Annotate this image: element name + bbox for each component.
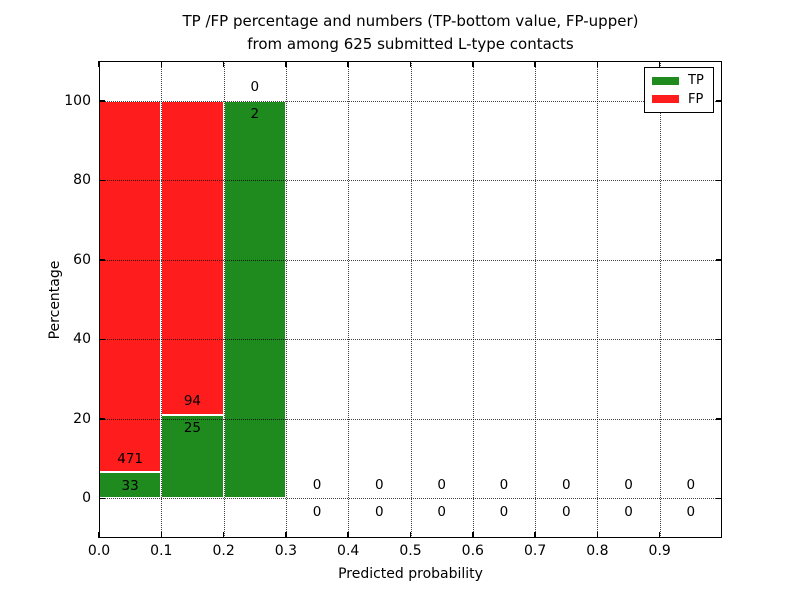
gridline-vertical — [348, 61, 350, 538]
fp-count-label: 0 — [686, 476, 696, 493]
bar-segment-fp — [161, 100, 224, 415]
fp-count-label: 0 — [312, 476, 322, 493]
chart-title-line2: from among 625 submitted L-type contacts — [247, 35, 574, 53]
bar-segment-fp — [99, 100, 162, 473]
fp-count-label: 0 — [624, 476, 633, 493]
legend-label-tp: TP — [688, 73, 704, 89]
gridline-vertical — [223, 61, 225, 538]
fp-count-label: 0 — [499, 476, 509, 493]
fp-count-label: 0 — [561, 476, 571, 493]
x-tickmark-top — [222, 61, 225, 67]
gridline-vertical — [659, 61, 661, 538]
x-tick-label: 0.3 — [274, 543, 298, 559]
y-axis-label: Percentage — [47, 260, 63, 340]
y-tickmark-right — [716, 259, 722, 261]
y-tickmark-right — [716, 179, 722, 181]
x-tick-label: 0.2 — [212, 543, 235, 559]
x-tickmark-bottom — [285, 532, 287, 538]
legend-swatch-fp — [652, 95, 679, 104]
x-tickmark-top — [409, 61, 412, 67]
y-tickmark-right — [716, 338, 722, 340]
gridline-vertical — [285, 61, 287, 538]
x-tickmark-top — [658, 61, 661, 67]
x-tickmark-bottom — [409, 532, 412, 538]
gridline-vertical — [472, 61, 474, 538]
gridline-vertical — [597, 61, 599, 538]
y-tick-label: 40 — [73, 331, 91, 348]
x-tick-label: 0.7 — [523, 543, 547, 559]
tp-count-label: 25 — [183, 420, 202, 437]
fp-count-label: 0 — [250, 79, 260, 96]
gridline-vertical — [161, 61, 163, 538]
x-tickmark-bottom — [472, 532, 474, 538]
tp-count-label: 0 — [437, 503, 446, 520]
legend-entry-tp: TP — [652, 74, 709, 87]
y-tickmark-right — [716, 497, 722, 499]
x-tick-label: 0.9 — [648, 543, 671, 559]
fp-count-label: 0 — [437, 476, 446, 493]
legend: TP FP — [644, 67, 714, 113]
tp-count-label: 0 — [561, 503, 571, 520]
x-tickmark-bottom — [222, 532, 225, 538]
y-tickmark-left — [99, 497, 105, 499]
x-tickmark-bottom — [98, 532, 100, 538]
x-tick-label: 0.4 — [337, 543, 360, 559]
x-axis-label: Predicted probability — [338, 566, 483, 582]
y-tickmark-right — [716, 100, 722, 102]
bar-segment-tp — [99, 472, 162, 499]
fp-count-label: 94 — [183, 393, 202, 410]
x-tickmark-top — [347, 61, 349, 67]
x-tickmark-top — [285, 61, 287, 67]
tp-count-label: 2 — [250, 106, 260, 123]
y-tick-label: 60 — [73, 251, 91, 268]
y-tick-label: 80 — [73, 172, 91, 189]
y-tickmark-left — [99, 259, 105, 261]
gridline-vertical — [535, 61, 537, 538]
x-tick-label: 0.1 — [150, 543, 173, 559]
legend-label-fp: FP — [688, 91, 704, 107]
y-tickmark-left — [99, 179, 105, 181]
x-tick-label: 0.6 — [461, 543, 484, 559]
gridline-vertical — [410, 61, 412, 538]
x-tickmark-top — [160, 61, 163, 67]
x-tickmark-bottom — [160, 532, 163, 538]
x-tick-label: 0.0 — [87, 543, 111, 559]
legend-entry-fp: FP — [652, 93, 709, 106]
x-tickmark-bottom — [347, 532, 349, 538]
tp-count-label: 0 — [624, 503, 633, 520]
tp-count-label: 0 — [375, 503, 384, 520]
x-tickmark-bottom — [658, 532, 661, 538]
y-tickmark-left — [99, 418, 105, 420]
x-tick-label: 0.5 — [399, 543, 422, 559]
tp-count-label: 33 — [121, 477, 139, 494]
y-tickmark-left — [99, 338, 105, 340]
chart-title: TP /FP percentage and numbers (TP-bottom… — [99, 10, 722, 56]
tp-count-label: 0 — [499, 503, 509, 520]
fp-count-label: 0 — [375, 476, 384, 493]
x-tick-label: 0.8 — [586, 543, 609, 559]
x-tickmark-bottom — [534, 532, 536, 538]
x-tickmark-top — [98, 61, 100, 67]
chart-title-line1: TP /FP percentage and numbers (TP-bottom… — [182, 12, 639, 30]
y-tickmark-right — [716, 418, 722, 420]
tp-count-label: 0 — [312, 503, 322, 520]
x-tickmark-top — [534, 61, 536, 67]
y-tick-label: 100 — [64, 92, 91, 109]
y-tick-label: 20 — [73, 410, 91, 427]
y-tickmark-left — [99, 100, 105, 102]
legend-swatch-tp — [652, 76, 679, 85]
x-tickmark-bottom — [596, 532, 599, 538]
bar-segment-tp — [223, 100, 286, 499]
fp-count-label: 471 — [117, 450, 144, 467]
y-tick-label: 0 — [82, 490, 91, 507]
x-tickmark-top — [596, 61, 599, 67]
tp-count-label: 0 — [686, 503, 696, 520]
x-tickmark-top — [472, 61, 474, 67]
